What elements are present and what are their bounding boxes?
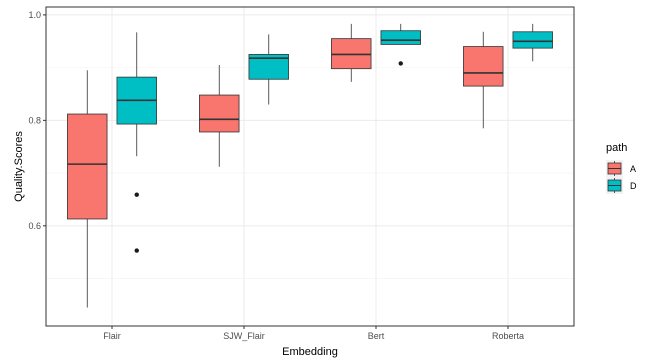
box-body (512, 31, 553, 49)
x-axis-title: Embedding (282, 346, 338, 358)
box-Roberta-D (512, 23, 553, 62)
box-Bert-A (331, 23, 372, 82)
box-body (199, 94, 240, 133)
panel-border (45, 6, 575, 327)
y-axis: 0.6 0.8 1.0 (28, 10, 46, 231)
y-tick-label: 1.0 (28, 10, 41, 20)
outlier-point (134, 192, 139, 197)
x-tick-label: Roberta (492, 331, 524, 341)
box-Roberta-A (463, 31, 504, 129)
box-Flair-A (67, 70, 108, 308)
x-tick-label: SJW_Flair (223, 331, 265, 341)
legend-key-D (606, 177, 623, 194)
x-tick-label: Flair (103, 331, 121, 341)
outlier-point (398, 61, 403, 66)
boxes (67, 23, 553, 308)
x-tick-label: Bert (368, 331, 385, 341)
y-axis-title: Quality.Scores (13, 131, 25, 202)
y-tick-label: 0.6 (28, 221, 41, 231)
box-SJW_Flair-A (199, 65, 240, 167)
legend: path AD (606, 142, 637, 194)
outlier-point (134, 248, 139, 253)
legend-label-A: A (630, 164, 636, 174)
box-SJW_Flair-D (248, 34, 289, 105)
box-body (67, 113, 108, 220)
gridlines (46, 7, 574, 326)
box-body (463, 46, 504, 87)
box-body (380, 30, 421, 45)
legend-title: path (606, 142, 627, 154)
x-axis: Flair SJW_Flair Bert Roberta (103, 326, 524, 341)
y-tick-label: 0.8 (28, 115, 41, 125)
legend-key-A (606, 160, 623, 177)
legend-label-D: D (630, 181, 637, 191)
box-Flair-D (116, 32, 157, 253)
box-Bert-D (380, 23, 421, 66)
